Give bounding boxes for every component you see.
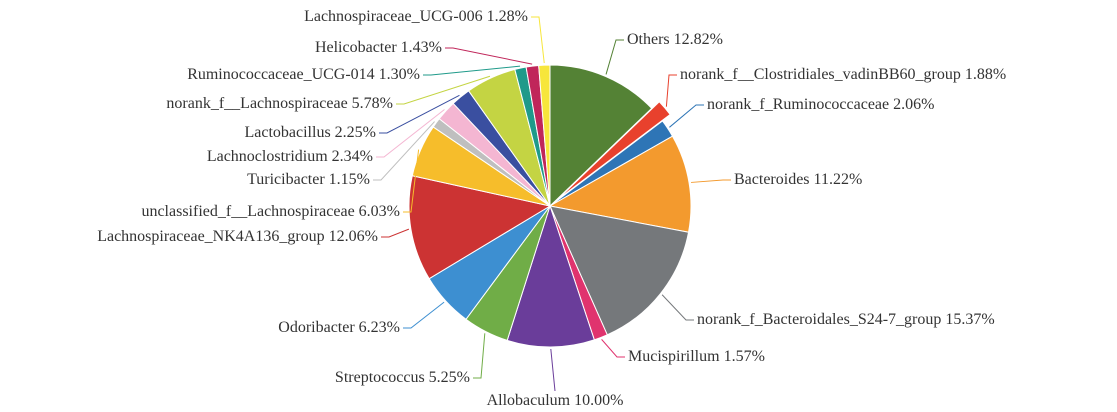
leader-line — [691, 179, 731, 183]
data-label: Mucispirillum 1.57% — [628, 348, 765, 365]
data-label: Others 12.82% — [627, 31, 723, 48]
label-category: Others — [627, 31, 670, 48]
data-label: Ruminococcaceae_UCG-014 1.30% — [187, 66, 420, 83]
label-category: Mucispirillum — [628, 348, 720, 365]
leader-line — [396, 75, 491, 105]
leader-line — [403, 149, 420, 213]
pie-slice — [549, 205, 690, 336]
label-category: Allobaculum — [487, 392, 571, 409]
data-label: Lachnospiraceae_UCG-006 1.28% — [304, 8, 528, 25]
data-label: Odoribacter 6.23% — [278, 319, 400, 336]
data-label: Lachnospiraceae_NK4A136_group 12.06% — [97, 228, 378, 245]
data-label: Helicobacter 1.43% — [315, 39, 442, 56]
leader-line — [669, 104, 704, 128]
label-category: Turicibacter — [247, 171, 325, 188]
pie-slice — [548, 135, 692, 233]
leader-line — [550, 348, 556, 392]
label-category: norank_f__Clostridiales_vadinBB60_group — [680, 66, 961, 83]
label-value: 1.15% — [329, 171, 370, 188]
label-value: 5.25% — [429, 369, 470, 386]
data-label: norank_f__Lachnospiraceae 5.78% — [166, 95, 393, 112]
label-category: Bacteroides — [734, 171, 810, 188]
label-value: 2.34% — [332, 148, 373, 165]
label-value: 1.30% — [379, 66, 420, 83]
label-value: 1.88% — [965, 66, 1006, 83]
label-category: Lachnospiraceae_NK4A136_group — [97, 228, 324, 245]
data-label: unclassified_f__Lachnospiraceae 6.03% — [141, 203, 400, 220]
label-category: norank_f_Ruminococcaceae — [707, 96, 889, 113]
label-category: unclassified_f__Lachnospiraceae — [141, 203, 354, 220]
label-value: 6.03% — [359, 203, 400, 220]
leader-line — [661, 294, 694, 321]
label-value: 12.82% — [674, 31, 723, 48]
pie-slice — [408, 175, 552, 280]
label-value: 6.23% — [359, 319, 400, 336]
label-value: 11.22% — [814, 171, 863, 188]
label-category: norank_f__Lachnospiraceae — [166, 95, 347, 112]
label-value: 2.25% — [335, 124, 376, 141]
pie-slice — [557, 101, 671, 200]
label-value: 1.28% — [487, 8, 528, 25]
leader-line — [601, 339, 625, 358]
label-value: 1.43% — [401, 39, 442, 56]
label-category: Lactobacillus — [244, 124, 330, 141]
label-category: Ruminococcaceae_UCG-014 — [187, 66, 374, 83]
data-label: Bacteroides 11.22% — [734, 171, 862, 188]
label-category: Helicobacter — [315, 39, 397, 56]
label-value: 15.37% — [945, 311, 994, 328]
leader-line — [379, 94, 460, 134]
data-label: Lachnoclostridium 2.34% — [207, 148, 373, 165]
data-label: norank_f_Bacteroidales_S24-7_group 15.37% — [697, 311, 995, 328]
label-value: 10.00% — [574, 392, 623, 409]
leader-line — [381, 228, 410, 238]
label-value: 2.06% — [893, 96, 934, 113]
leader-line — [373, 121, 435, 181]
leader-line — [423, 65, 521, 76]
leader-line — [376, 109, 445, 158]
data-label: norank_f__Clostridiales_vadinBB60_group 1… — [680, 66, 1006, 83]
leader-line — [665, 74, 677, 107]
data-label: norank_f_Ruminococcaceae 2.06% — [707, 96, 934, 113]
leader-line — [473, 333, 486, 379]
label-category: Lachnospiraceae_UCG-006 — [304, 8, 483, 25]
leader-line — [445, 47, 533, 65]
label-value: 12.06% — [329, 228, 378, 245]
data-label: Turicibacter 1.15% — [247, 171, 370, 188]
pie-slice — [538, 64, 551, 207]
label-category: Streptococcus — [335, 369, 425, 386]
label-value: 5.78% — [352, 95, 393, 112]
pie-slice — [549, 64, 653, 208]
leader-line — [605, 39, 624, 75]
label-category: norank_f_Bacteroidales_S24-7_group — [697, 311, 941, 328]
label-category: Lachnoclostridium — [207, 148, 328, 165]
data-label: Lactobacillus 2.25% — [244, 124, 376, 141]
label-value: 1.57% — [724, 348, 765, 365]
leader-line — [531, 16, 545, 64]
data-label: Allobaculum 10.00% — [487, 392, 624, 409]
leader-line — [403, 301, 445, 329]
pie-slice — [506, 204, 595, 348]
data-label: Streptococcus 5.25% — [335, 369, 470, 386]
label-category: Odoribacter — [278, 319, 355, 336]
